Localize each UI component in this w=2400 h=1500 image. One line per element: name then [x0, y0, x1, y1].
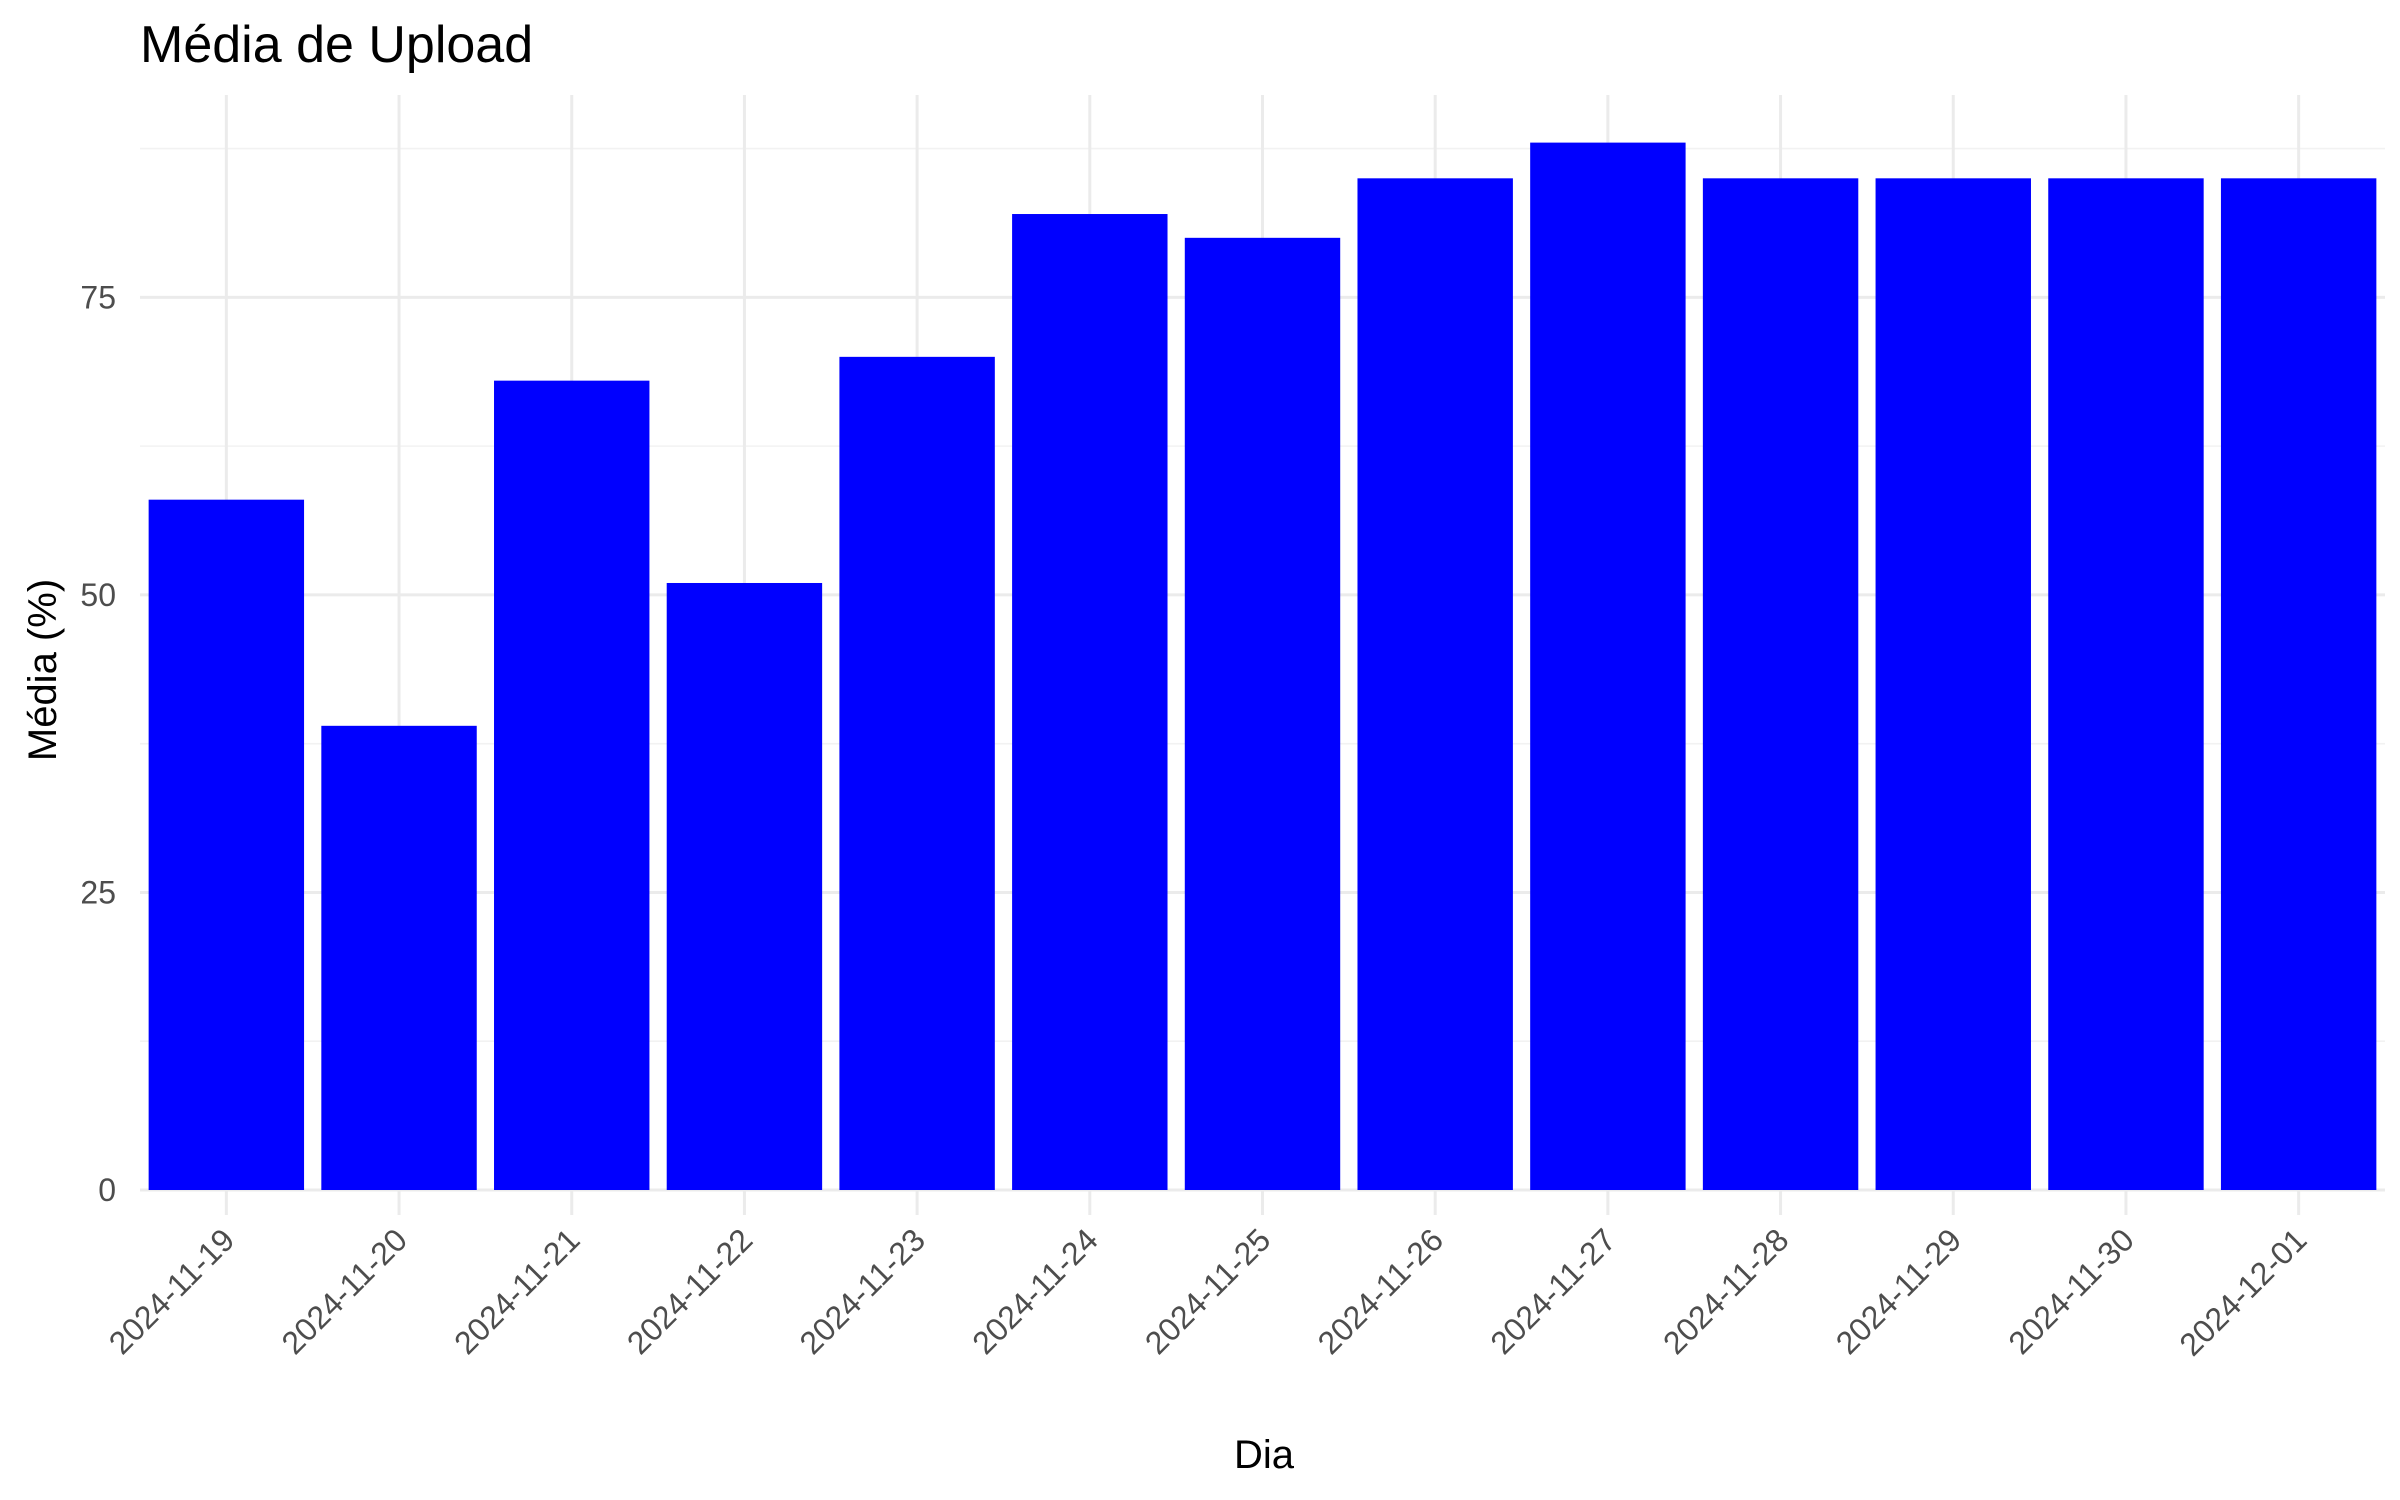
- bar-2024-11-26: [1357, 178, 1513, 1191]
- y-axis-ticks: 0 25 50 75: [80, 279, 116, 1208]
- chart-title: Média de Upload: [140, 16, 533, 74]
- bar-2024-11-22: [666, 582, 823, 1190]
- bar-2024-11-25: [1184, 237, 1341, 1191]
- x-tick-label: 2024-11-25: [1138, 1221, 1278, 1361]
- x-axis-ticks: 2024-11-19 2024-11-20 2024-11-21 2024-11-22…: [102, 1221, 2314, 1362]
- bar-2024-11-28: [1702, 178, 1859, 1191]
- x-tick-label: 2024-11-28: [1656, 1221, 1796, 1361]
- y-tick-label: 0: [98, 1172, 116, 1208]
- x-tick-label: 2024-11-23: [793, 1221, 933, 1361]
- x-tick-label: 2024-12-01: [2172, 1221, 2313, 1362]
- x-tick-label: 2024-11-24: [965, 1221, 1105, 1361]
- bar-2024-11-20: [321, 725, 477, 1190]
- x-tick-label: 2024-11-30: [2001, 1221, 2141, 1361]
- bar-2024-11-19: [148, 499, 305, 1190]
- x-tick-label: 2024-11-19: [102, 1221, 242, 1361]
- bar-2024-11-21: [494, 380, 650, 1190]
- y-tick-label: 75: [80, 279, 116, 315]
- bar-2024-12-01: [2220, 178, 2377, 1191]
- bars: [148, 142, 2377, 1191]
- x-tick-label: 2024-11-29: [1829, 1221, 1969, 1361]
- bar-2024-11-27: [1530, 142, 1686, 1191]
- x-tick-label: 2024-11-20: [274, 1221, 414, 1361]
- bar-2024-11-29: [1875, 178, 2031, 1191]
- x-tick-label: 2024-11-26: [1311, 1221, 1451, 1361]
- bar-2024-11-24: [1012, 214, 1168, 1191]
- y-axis-label: Média (%): [21, 579, 65, 761]
- y-tick-label: 50: [80, 577, 116, 613]
- bar-2024-11-23: [839, 356, 995, 1190]
- y-tick-label: 25: [80, 874, 116, 910]
- x-axis-label: Dia: [1234, 1433, 1295, 1477]
- x-tick-label: 2024-11-22: [620, 1221, 760, 1361]
- x-tick-label: 2024-11-21: [447, 1221, 587, 1361]
- x-tick-label: 2024-11-27: [1483, 1221, 1623, 1361]
- bar-2024-11-30: [2048, 178, 2204, 1191]
